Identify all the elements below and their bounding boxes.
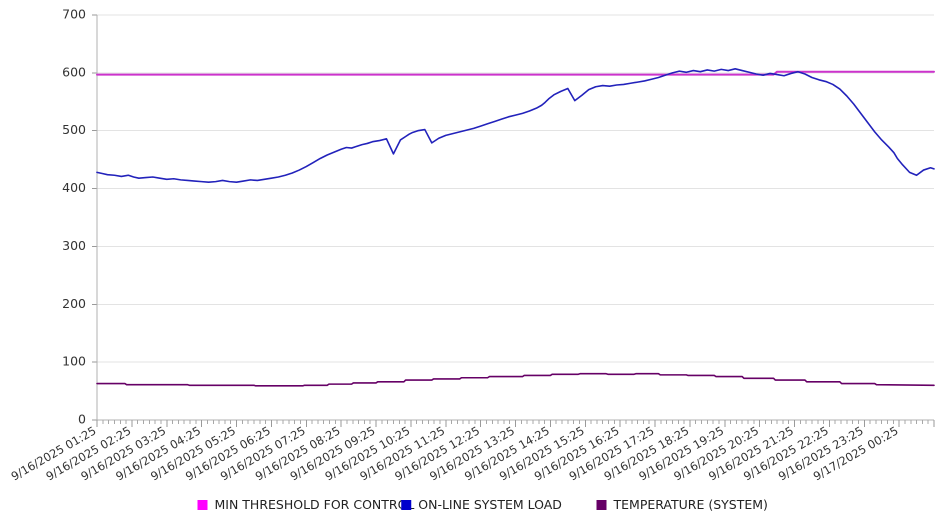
x-axis-group (96, 419, 935, 427)
legend-label[interactable]: MIN THRESHOLD FOR CONTROL (215, 497, 415, 512)
series-line-0 (96, 70, 935, 76)
y-tick-label: 0 (78, 412, 86, 427)
y-tick-label: 100 (62, 354, 86, 369)
y-tick-label: 700 (62, 7, 86, 22)
legend-swatch[interactable] (596, 500, 607, 510)
legend-swatch[interactable] (401, 500, 412, 510)
gridlines-group (97, 14, 934, 363)
x-tick-labels-group: 9/16/2025 01:259/16/2025 02:259/16/2025 … (9, 423, 901, 483)
y-axis-group: 0 100 200 300 400 500 600 700 (62, 7, 98, 427)
legend-label[interactable]: ON-LINE SYSTEM LOAD (418, 497, 562, 512)
y-tick-label: 600 (62, 64, 86, 79)
series-line-1 (96, 68, 935, 184)
y-tick-label: 500 (62, 122, 86, 137)
chart-legend: MIN THRESHOLD FOR CONTROL ON-LINE SYSTEM … (197, 497, 768, 512)
y-tick-label: 400 (62, 180, 86, 195)
legend-swatch[interactable] (197, 500, 208, 510)
legend-label[interactable]: TEMPERATURE (SYSTEM) (613, 497, 768, 512)
y-tick-label: 300 (62, 238, 86, 253)
series-group (96, 68, 935, 387)
y-tick-label: 200 (62, 296, 86, 311)
series-line-2 (96, 372, 935, 387)
